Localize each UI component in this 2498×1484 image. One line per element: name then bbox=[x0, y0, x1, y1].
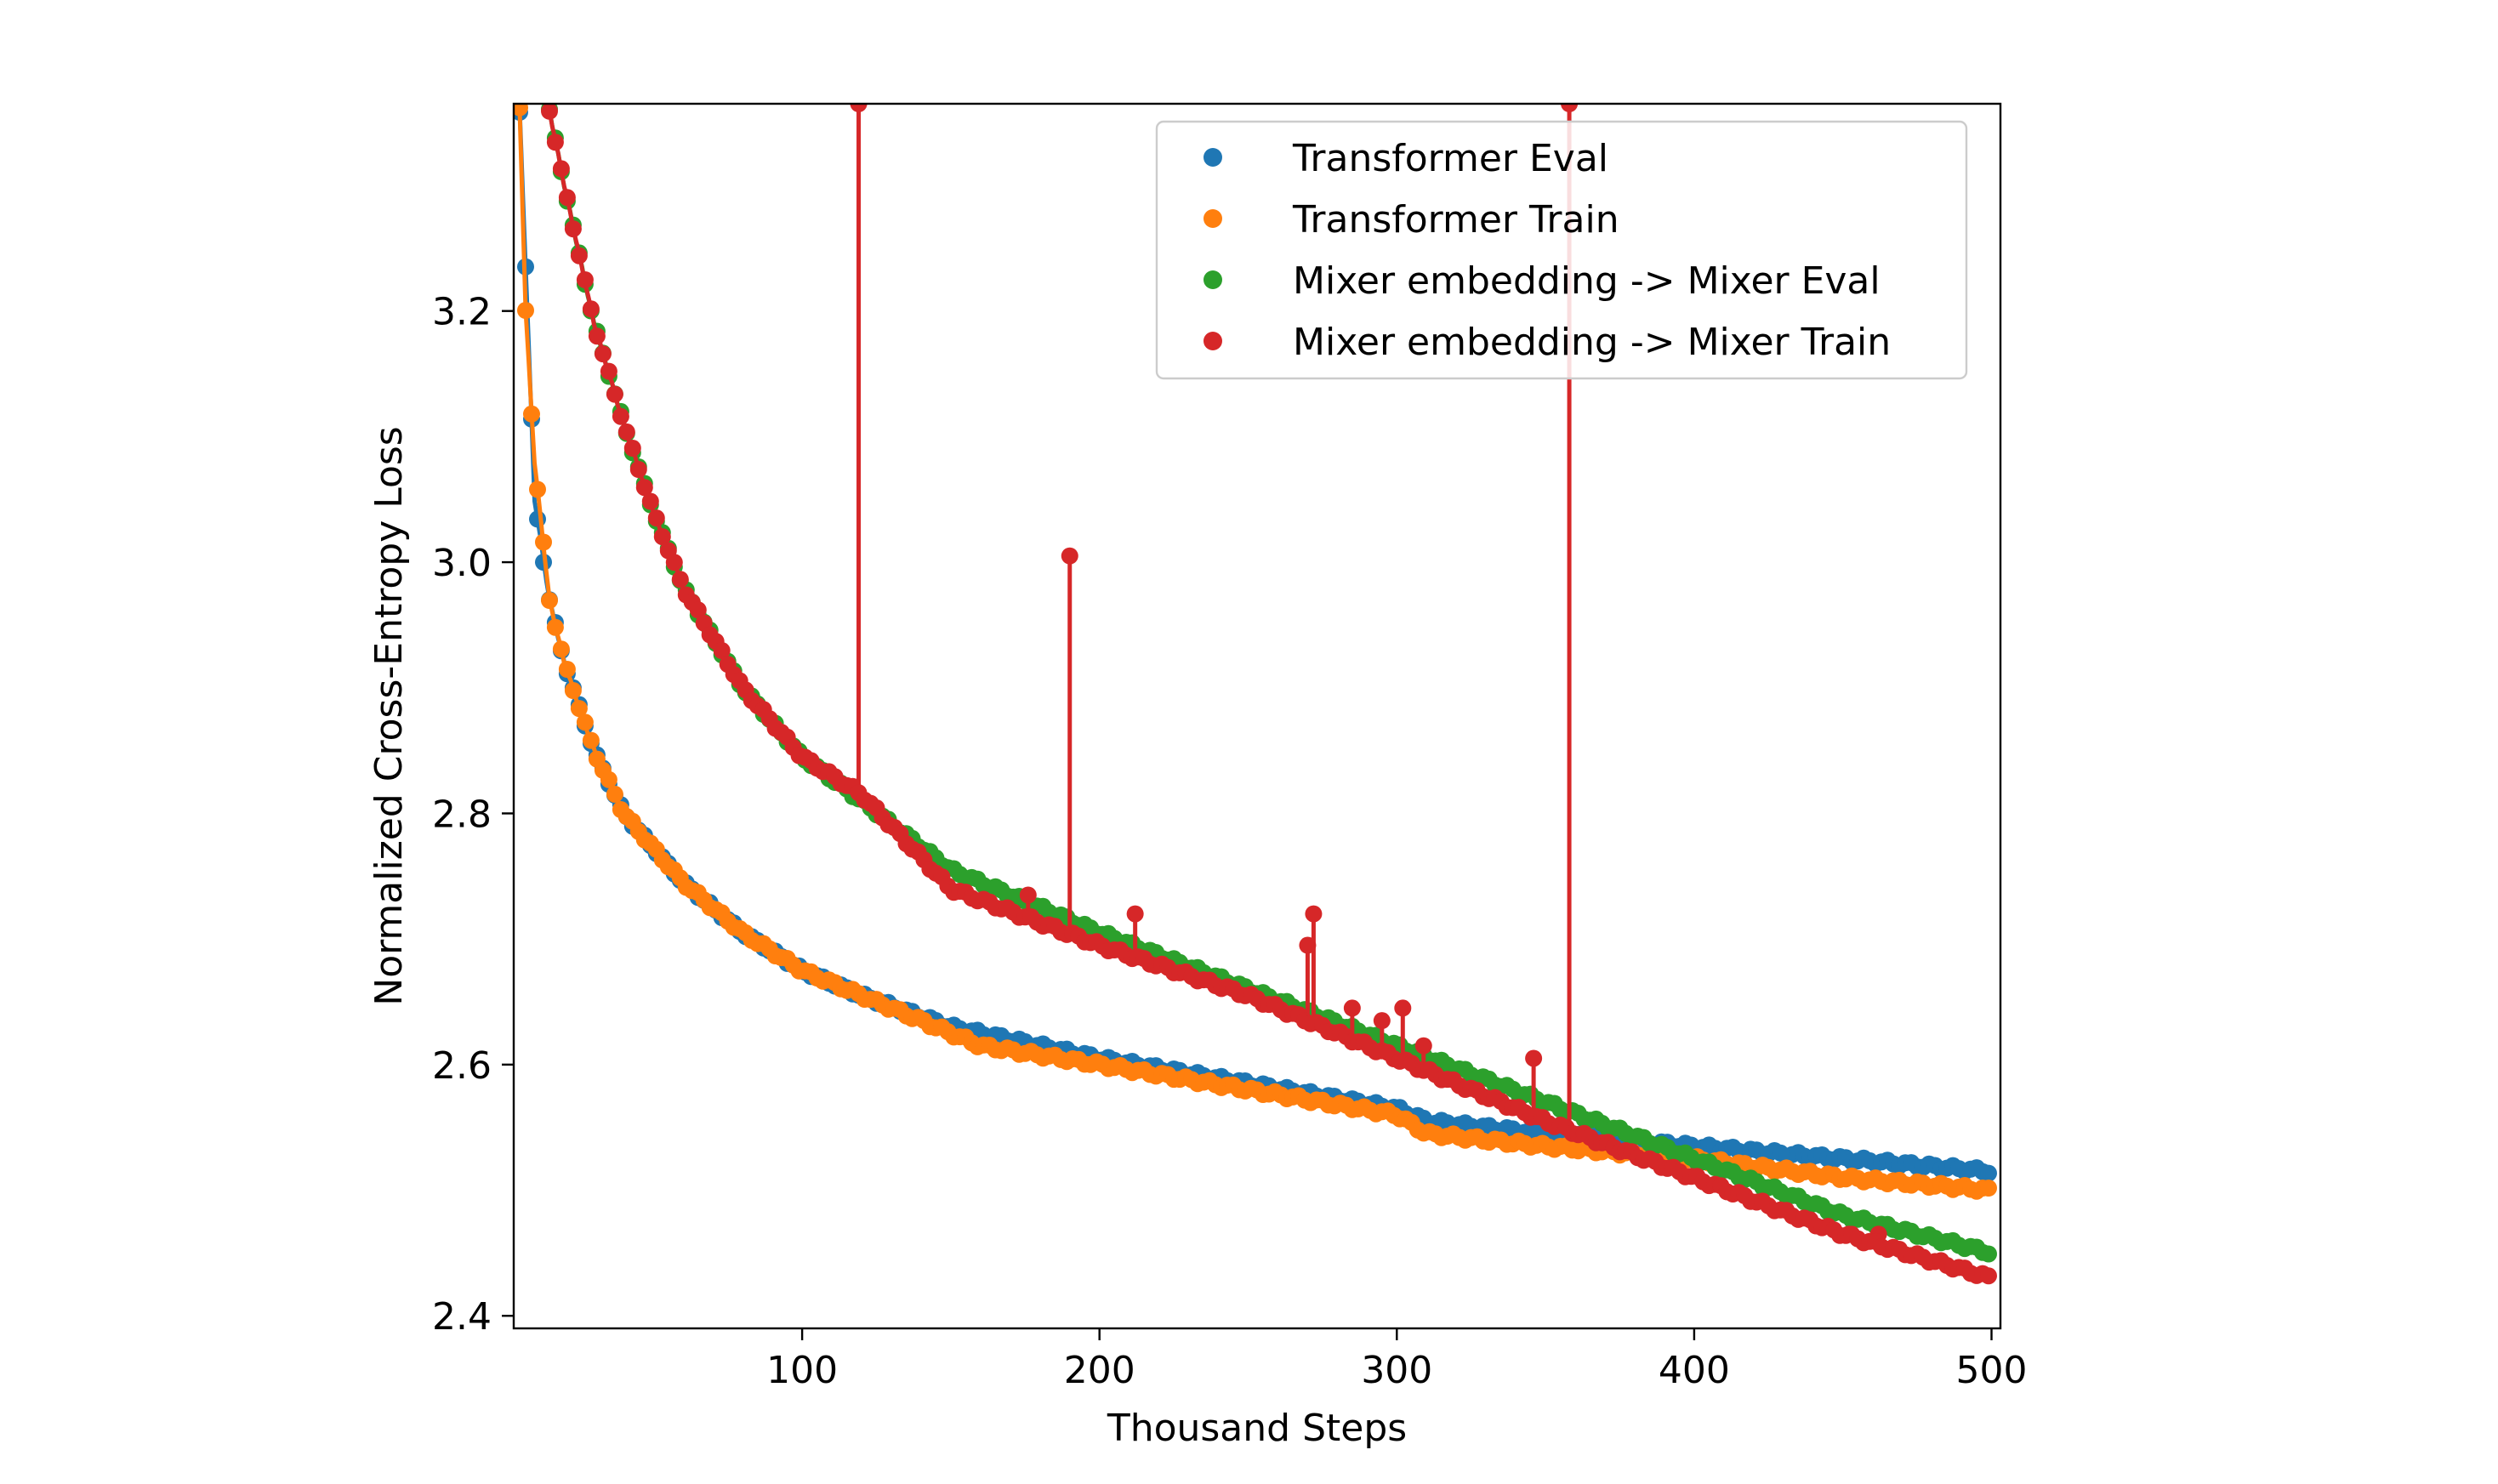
data-point bbox=[713, 642, 731, 659]
data-point bbox=[552, 640, 570, 658]
spike-point bbox=[1525, 1049, 1543, 1067]
series-2 bbox=[514, 104, 1997, 1200]
data-point bbox=[653, 528, 671, 546]
legend-marker bbox=[1203, 332, 1222, 350]
data-point bbox=[582, 300, 600, 318]
legend-marker bbox=[1203, 270, 1222, 289]
data-point bbox=[1980, 1245, 1997, 1263]
legend-label: Mixer embedding -> Mixer Eval bbox=[1293, 259, 1881, 303]
legend-frame bbox=[1155, 120, 1968, 380]
y-tick-label: 3.0 bbox=[432, 542, 492, 585]
data-point bbox=[588, 327, 606, 345]
data-point bbox=[535, 533, 552, 551]
x-axis: 100 200 300 400 500 bbox=[766, 1328, 2028, 1392]
data-point bbox=[546, 134, 564, 151]
spike-point bbox=[1126, 905, 1144, 923]
legend-label: Transformer Train bbox=[1292, 198, 1619, 242]
data-point bbox=[1980, 1180, 1997, 1197]
data-point bbox=[665, 554, 683, 571]
spike-point bbox=[1414, 1037, 1432, 1055]
data-point bbox=[564, 220, 582, 238]
data-point bbox=[570, 700, 588, 718]
data-point bbox=[514, 104, 528, 117]
data-point bbox=[606, 385, 623, 403]
data-point bbox=[594, 345, 612, 363]
data-point bbox=[641, 492, 659, 510]
data-point bbox=[689, 601, 707, 619]
x-tick-label: 300 bbox=[1361, 1349, 1432, 1392]
spike-point bbox=[1305, 905, 1323, 923]
x-tick-label: 200 bbox=[1064, 1349, 1135, 1392]
spike-point bbox=[1561, 104, 1579, 112]
data-point bbox=[558, 189, 576, 207]
data-point bbox=[600, 362, 617, 380]
x-axis-label: Thousand Steps bbox=[1107, 1407, 1407, 1450]
x-tick-label: 500 bbox=[1956, 1349, 2028, 1392]
spike-point bbox=[1061, 547, 1078, 565]
data-point bbox=[600, 770, 617, 788]
data-point bbox=[671, 571, 689, 588]
plot-frame bbox=[512, 102, 2002, 1330]
spike-point bbox=[850, 104, 868, 112]
legend-marker bbox=[1203, 209, 1222, 228]
data-point bbox=[558, 661, 576, 678]
spike-point bbox=[1373, 1012, 1391, 1030]
data-point bbox=[612, 407, 629, 425]
data-point bbox=[647, 509, 665, 527]
x-tick-label: 400 bbox=[1659, 1349, 1730, 1392]
data-point bbox=[570, 247, 588, 264]
data-point bbox=[541, 592, 558, 609]
data-point bbox=[564, 682, 582, 699]
legend-label: Transformer Eval bbox=[1292, 137, 1608, 180]
data-point bbox=[529, 480, 546, 498]
data-point bbox=[523, 405, 540, 423]
data-point bbox=[552, 160, 570, 178]
x-tick-label: 100 bbox=[766, 1349, 838, 1392]
legend: Transformer Eval Transformer Train Mixer e… bbox=[1155, 120, 1968, 380]
data-point bbox=[606, 785, 623, 803]
data-point bbox=[576, 714, 594, 731]
data-point bbox=[623, 440, 641, 457]
y-axis: 2.4 2.6 2.8 3.0 3.2 bbox=[432, 291, 514, 1339]
data-point bbox=[576, 271, 594, 288]
data-point bbox=[1980, 1267, 1997, 1285]
data-point bbox=[617, 423, 635, 441]
spike-point bbox=[1343, 999, 1361, 1017]
legend-label: Mixer embedding -> Mixer Train bbox=[1293, 321, 1891, 364]
y-tick-label: 2.6 bbox=[432, 1044, 492, 1088]
y-axis-label: Normalized Cross-Entropy Loss bbox=[367, 426, 411, 1005]
legend-marker bbox=[1203, 148, 1222, 167]
data-point bbox=[517, 302, 534, 319]
y-tick-label: 2.8 bbox=[432, 793, 492, 836]
data-point bbox=[546, 618, 564, 636]
spike-point bbox=[1394, 999, 1412, 1017]
data-point bbox=[541, 104, 558, 120]
data-point bbox=[629, 461, 647, 478]
data-point bbox=[635, 479, 653, 497]
y-tick-label: 3.2 bbox=[432, 291, 492, 334]
data-point bbox=[582, 731, 600, 749]
y-tick-label: 2.4 bbox=[432, 1295, 492, 1339]
data-point bbox=[1980, 1164, 1997, 1182]
spike-point bbox=[1019, 886, 1037, 904]
